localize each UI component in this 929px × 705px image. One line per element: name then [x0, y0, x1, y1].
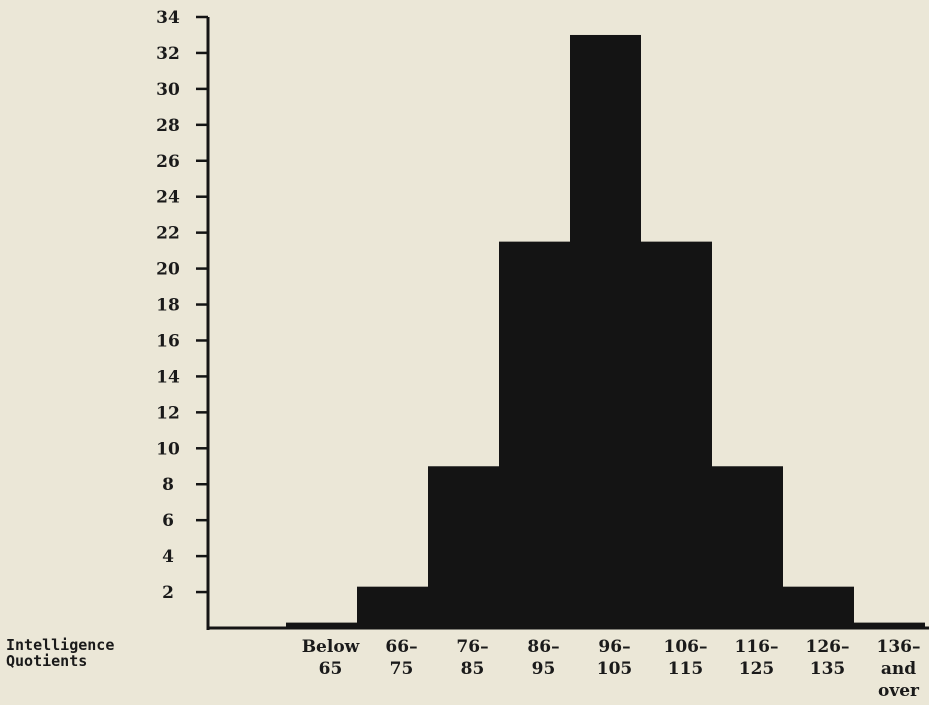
x-category-label: 126–	[806, 637, 850, 657]
bar	[570, 34, 641, 629]
axis-layer	[206, 17, 929, 630]
x-category-label: 116–	[735, 637, 779, 657]
x-category-label: and	[881, 659, 916, 679]
y-tick-label: 22	[156, 224, 180, 244]
x-category-label: 65	[319, 659, 343, 679]
x-category-label: 76–	[456, 637, 488, 657]
x-category-label: 66–	[385, 637, 417, 657]
bar	[783, 586, 854, 628]
bars-layer	[286, 34, 925, 629]
y-tick-label: 2	[162, 583, 174, 603]
bar	[854, 622, 925, 628]
y-tick-label: 4	[162, 547, 174, 567]
x-category-label: 95	[532, 659, 556, 679]
bar	[428, 466, 499, 628]
bar	[641, 241, 712, 628]
y-tick-label: 20	[156, 260, 180, 280]
x-category-label: 75	[390, 659, 414, 679]
x-category-label: 135	[810, 659, 846, 679]
x-category-label: 106–	[664, 637, 708, 657]
x-axis-title: Intelligence	[6, 636, 114, 654]
bar	[499, 241, 570, 628]
bar	[286, 622, 357, 628]
y-tick-label: 30	[156, 80, 180, 100]
y-tick-label: 24	[156, 188, 180, 208]
y-tick-label: 6	[162, 511, 174, 531]
x-category-label: 115	[668, 659, 704, 679]
x-axis-title-line2: Quotients	[6, 652, 87, 670]
bar	[712, 466, 783, 628]
x-category-label: 125	[739, 659, 775, 679]
x-category-label: Below	[302, 637, 360, 657]
y-tick-label: 12	[156, 403, 180, 423]
y-tick-label: 32	[156, 44, 180, 64]
y-tick-label: 16	[156, 331, 180, 351]
x-category-label: 96–	[598, 637, 630, 657]
y-tick-label: 8	[162, 475, 174, 495]
x-category-label: 86–	[527, 637, 559, 657]
y-tick-label: 14	[156, 367, 180, 387]
bar	[357, 586, 428, 628]
x-category-label: over	[878, 681, 920, 701]
x-category-layer: Below6566–7576–8586–9596–105106–115116–1…	[302, 637, 921, 701]
y-tick-label: 18	[156, 296, 180, 316]
x-category-label: 105	[597, 659, 633, 679]
x-category-label: 136–	[877, 637, 921, 657]
y-tick-label: 28	[156, 116, 180, 136]
y-tick-label: 34	[156, 8, 180, 28]
x-category-label: 85	[461, 659, 485, 679]
y-tick-label: 26	[156, 152, 180, 172]
y-tick-label: 10	[156, 439, 180, 459]
